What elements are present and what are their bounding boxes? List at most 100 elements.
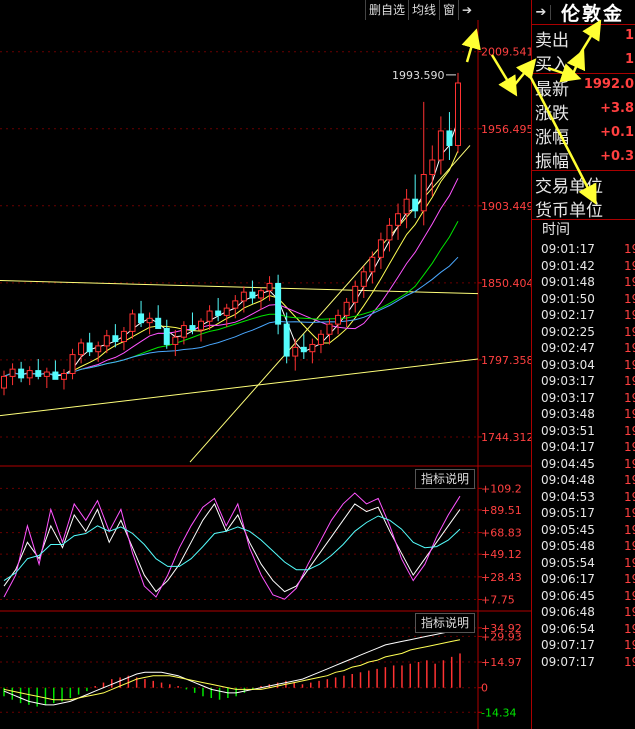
indicator-help-button-1[interactable]: 指标说明 (415, 469, 476, 489)
tick-price: 19 (624, 638, 635, 652)
candle-body (292, 346, 299, 357)
candle (266, 276, 273, 301)
tick-time: 09:05:48 (541, 539, 595, 553)
moving-average-ma3 (3, 178, 459, 377)
chart-canvas: 2009.541 1956.495 1903.449 1850.404 1797.358… (0, 20, 531, 729)
candle (377, 232, 384, 269)
candle-body (155, 317, 162, 329)
candle (35, 358, 42, 380)
candle-body (420, 174, 427, 212)
window-button[interactable]: 窗 (439, 0, 459, 20)
candle-body (240, 291, 247, 302)
candle (172, 329, 179, 357)
candle (343, 297, 350, 328)
tick-time: 09:03:48 (541, 407, 595, 421)
delete-favorite-button[interactable]: 删自选 (365, 0, 409, 20)
tick-price: 19 (624, 473, 635, 487)
tick-time: 09:01:50 (541, 291, 595, 306)
tick-row: 09:05:45 19 (532, 522, 635, 539)
tick-row: 09:04:53 19 (532, 489, 635, 506)
indicator-help-button-2[interactable]: 指标说明 (415, 613, 476, 633)
candle (180, 321, 187, 345)
candle (198, 318, 205, 342)
candle (9, 363, 16, 386)
candle-body (309, 343, 316, 353)
last-price-label: 1993.590 (392, 69, 445, 82)
candle-body (112, 335, 119, 343)
quote-panel: ➔ 伦敦金 卖出 1 买入 1 最新 1992.0 涨跌 +3.8 涨幅 +0.1 振幅 +… (531, 0, 635, 729)
tick-row: 09:05:48 19 (532, 538, 635, 555)
tick-price: 19 (624, 407, 635, 421)
candle (326, 318, 333, 345)
y-tick-label: +7.75 (481, 594, 515, 607)
candle (437, 116, 444, 175)
tick-price: 19 (624, 258, 635, 273)
tick-time: 09:06:48 (541, 605, 595, 619)
candle (155, 305, 162, 329)
tick-row: 09:06:17 19 (532, 571, 635, 588)
candle (249, 280, 256, 304)
candle (446, 112, 453, 160)
candle (1, 370, 7, 396)
y-tick-label: 1956.495 (481, 123, 531, 136)
tick-time: 09:02:17 (541, 308, 595, 322)
y-tick-label: 0 (481, 682, 488, 695)
candle (112, 324, 119, 348)
quote-row-trade-unit: 交易单位 (532, 170, 635, 197)
tick-price: 19 (624, 390, 635, 405)
tick-time: 09:06:54 (541, 621, 595, 636)
candle-body (52, 371, 59, 380)
candle (189, 312, 196, 335)
candle (69, 348, 76, 380)
candle (232, 295, 239, 319)
candle (369, 251, 376, 284)
candle-body (360, 271, 367, 287)
tick-row: 09:02:25 19 (532, 324, 635, 341)
tick-row: 09:07:17 19 (532, 654, 635, 671)
candle (103, 329, 110, 354)
tick-row: 09:03:17 19 (532, 390, 635, 407)
candle (283, 312, 290, 364)
candle (420, 101, 427, 226)
quote-row-change-pct: 涨幅 +0.1 (535, 125, 634, 148)
quote-panel-header: ➔ 伦敦金 (532, 0, 635, 25)
candle-body (283, 323, 290, 357)
ma-lines-button[interactable]: 均线 (408, 0, 440, 20)
tick-time: 09:01:48 (541, 275, 595, 289)
tick-price: 19 (624, 440, 635, 454)
y-tick-label: +34.92 (481, 622, 522, 635)
tick-price: 19 (624, 308, 635, 322)
y-tick-label: 1797.358 (481, 354, 531, 367)
candle-body (189, 325, 196, 331)
tick-list[interactable]: 09:01:17 19 09:01:42 19 09:01:48 19 09:01:50 19… (532, 241, 635, 670)
y-tick-label: +109.2 (481, 482, 522, 495)
candle-body (9, 368, 16, 377)
candle-body (198, 320, 205, 331)
pin-right-icon[interactable]: ➔ (458, 0, 476, 20)
candle-body (317, 333, 324, 345)
y-tick-label: 1903.449 (481, 200, 531, 213)
candle-body (120, 330, 127, 343)
tick-price: 19 (624, 275, 635, 289)
instrument-title: 伦敦金 (561, 2, 625, 25)
candle-body (257, 290, 264, 299)
candle-body (69, 354, 76, 374)
candle-body (206, 310, 213, 322)
pin-left-icon[interactable]: ➔ (532, 4, 551, 20)
candle (146, 312, 153, 335)
tick-row: 09:06:54 19 (532, 621, 635, 638)
candle (395, 203, 402, 240)
candle (292, 338, 299, 371)
tick-time: 09:04:53 (541, 489, 595, 504)
quote-row-latest: 最新 1992.0 (532, 73, 635, 100)
tick-row: 09:03:51 19 (532, 423, 635, 440)
macd-series-0 (3, 627, 461, 706)
tick-price: 19 (624, 291, 635, 306)
candle-body (18, 368, 25, 379)
y-tick-label: 1744.312 (481, 431, 531, 444)
candle-body (78, 342, 85, 356)
candle-body (138, 313, 145, 324)
candle-body (446, 130, 453, 146)
y-tick-label: +14.97 (481, 656, 522, 669)
trendline-steep (189, 145, 471, 463)
